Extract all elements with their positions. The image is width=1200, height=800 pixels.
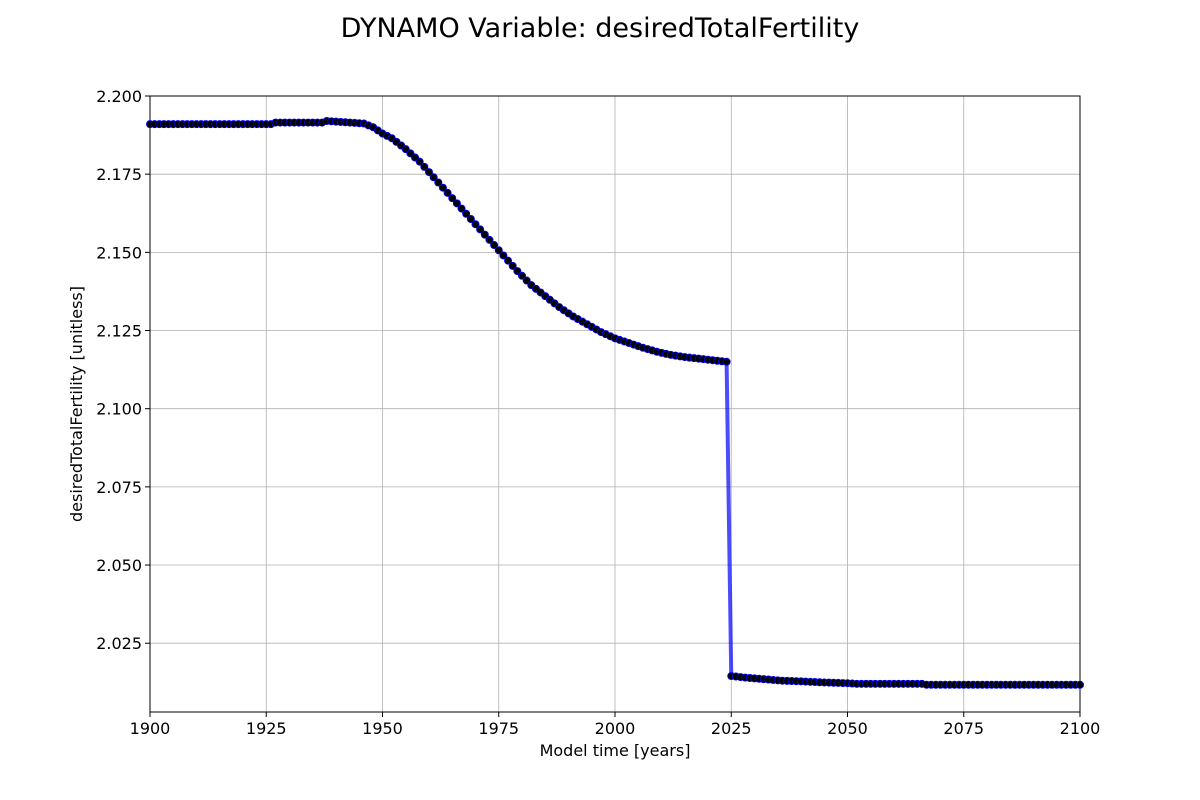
data-point [424,168,433,177]
data-point [457,204,466,213]
data-point [518,271,527,280]
data-point [494,246,503,255]
x-tick-label: 2075 [943,719,984,738]
chart-title: DYNAMO Variable: desiredTotalFertility [341,13,860,44]
data-point [522,276,531,285]
y-tick-label: 2.200 [96,87,142,106]
y-tick-label: 2.125 [96,322,142,341]
data-point [471,220,480,229]
data-point [443,188,452,197]
gridlines [149,95,1081,712]
y-tick-label: 2.175 [96,165,142,184]
series [145,117,1085,689]
x-tick-label: 2100 [1060,719,1101,738]
data-point [466,214,475,223]
x-tick-label: 2025 [711,719,752,738]
y-axis-label: desiredTotalFertility [unitless] [67,286,86,522]
data-point [490,241,499,250]
x-tick-label: 2000 [595,719,636,738]
data-point [508,261,517,270]
data-point [429,173,438,182]
data-point [480,230,489,239]
y-tick-label: 2.075 [96,478,142,497]
y-axis: 2.025 2.050 2.075 2.100 2.125 2.150 2.175 2.200 [96,87,150,653]
x-axis: 1900 1925 1950 1975 2000 2025 2050 2075 2100 [130,712,1101,738]
x-axis-label: Model time [years] [540,741,691,760]
y-tick-label: 2.150 [96,243,142,262]
x-tick-label: 1900 [130,719,171,738]
x-tick-label: 1925 [246,719,287,738]
data-point [1076,680,1085,689]
x-tick-label: 1950 [362,719,403,738]
data-point [415,157,424,166]
y-tick-label: 2.100 [96,400,142,419]
data-point [722,357,731,366]
data-point [476,225,485,234]
data-point [438,183,447,192]
data-point [504,256,513,265]
y-tick-label: 2.025 [96,634,142,653]
x-tick-label: 2050 [827,719,868,738]
data-point [485,235,494,244]
data-point [452,199,461,208]
data-point [434,178,443,187]
data-point [462,209,471,218]
data-point [420,162,429,171]
y-tick-label: 2.050 [96,556,142,575]
data-point [513,267,522,276]
x-tick-label: 1975 [478,719,519,738]
data-point [448,194,457,203]
data-point [499,251,508,260]
